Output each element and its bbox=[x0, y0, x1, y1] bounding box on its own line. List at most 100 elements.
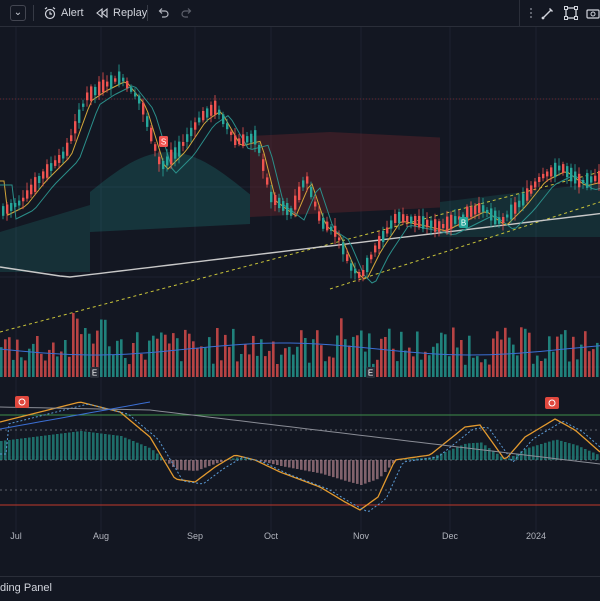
volume-bar bbox=[548, 336, 551, 377]
volume-bar bbox=[436, 343, 439, 377]
histogram-bar bbox=[484, 445, 487, 460]
candle-body bbox=[122, 78, 124, 82]
histogram-bar bbox=[576, 445, 579, 460]
histogram-bar bbox=[348, 460, 351, 482]
volume-bar bbox=[308, 363, 311, 377]
trading-panel-tab[interactable]: ding Panel bbox=[0, 582, 52, 594]
histogram-bar bbox=[472, 443, 475, 460]
histogram-bar bbox=[24, 438, 27, 460]
volume-bar bbox=[316, 330, 319, 377]
volume-bar bbox=[288, 347, 291, 377]
volume-bar bbox=[268, 351, 271, 377]
candle-body bbox=[510, 205, 512, 220]
alert-button[interactable]: Alert bbox=[43, 4, 84, 22]
candle-body bbox=[126, 81, 128, 88]
volume-bar bbox=[340, 318, 343, 377]
histogram-bar bbox=[120, 436, 123, 460]
volume-bar bbox=[56, 356, 59, 377]
volume-bar bbox=[240, 354, 243, 377]
candle-body bbox=[130, 87, 132, 92]
candle-body bbox=[454, 216, 456, 224]
draw-tool-button[interactable] bbox=[540, 4, 556, 22]
volume-bar bbox=[60, 352, 63, 378]
histogram-bar bbox=[536, 445, 539, 460]
histogram-bar bbox=[28, 438, 31, 461]
volume-bar bbox=[192, 341, 195, 377]
histogram-bar bbox=[324, 460, 327, 475]
candle-body bbox=[218, 110, 220, 115]
candle-body bbox=[210, 105, 212, 116]
volume-bar bbox=[16, 340, 19, 377]
x-tick-label: Jul bbox=[10, 531, 22, 541]
undo-button[interactable] bbox=[156, 4, 170, 22]
candle-body bbox=[438, 221, 440, 232]
redo-button[interactable] bbox=[180, 4, 194, 22]
histogram-bar bbox=[496, 454, 499, 460]
volume-bar bbox=[484, 359, 487, 377]
histogram-bar bbox=[588, 451, 591, 460]
volume-bar bbox=[148, 341, 151, 377]
chevron-dropdown-button[interactable]: ⌄ bbox=[10, 5, 26, 21]
redo-icon bbox=[180, 6, 194, 20]
histogram-bar bbox=[540, 444, 543, 460]
histogram-bar bbox=[56, 434, 59, 460]
more-tools-button[interactable] bbox=[528, 4, 534, 22]
candle-body bbox=[26, 190, 28, 198]
candle-body bbox=[242, 134, 244, 146]
volume-bar bbox=[176, 338, 179, 377]
histogram-bar bbox=[196, 460, 199, 471]
volume-bar bbox=[4, 339, 7, 377]
candle-body bbox=[530, 185, 532, 193]
volume-bar bbox=[356, 335, 359, 377]
candle-body bbox=[374, 246, 376, 253]
oscillator-alert-icon bbox=[545, 397, 559, 409]
volume-bar bbox=[8, 337, 11, 377]
volume-bar bbox=[536, 356, 539, 377]
volume-bar bbox=[84, 328, 87, 377]
camera-button[interactable] bbox=[586, 4, 600, 22]
histogram-bar bbox=[312, 460, 315, 472]
volume-bar bbox=[480, 362, 483, 377]
candle-body bbox=[538, 177, 540, 182]
volume-bar bbox=[216, 328, 219, 377]
sell-signal-marker-label: S bbox=[161, 138, 166, 147]
candle-body bbox=[50, 163, 52, 171]
histogram-bar bbox=[0, 441, 3, 460]
x-tick-label: Aug bbox=[93, 531, 109, 541]
candle-body bbox=[442, 224, 444, 228]
candle-body bbox=[482, 205, 484, 212]
candle-body bbox=[310, 187, 312, 197]
candle-body bbox=[570, 168, 572, 182]
histogram-bar bbox=[532, 446, 535, 460]
volume-bars bbox=[0, 313, 600, 377]
candle-body bbox=[150, 128, 152, 142]
candle-body bbox=[350, 263, 352, 270]
histogram-bar bbox=[584, 449, 587, 460]
fullscreen-button[interactable] bbox=[563, 4, 579, 22]
candle-body bbox=[478, 203, 480, 213]
histogram-bar bbox=[480, 443, 483, 461]
volume-bar bbox=[28, 349, 31, 377]
histogram-bar bbox=[476, 443, 479, 460]
candle-body bbox=[230, 132, 232, 135]
candle-body bbox=[322, 218, 324, 229]
histogram-bar bbox=[352, 460, 355, 483]
bottom-panel-bar[interactable]: ding Panel bbox=[0, 576, 600, 601]
replay-button[interactable]: Replay bbox=[95, 4, 147, 22]
histogram-bar bbox=[304, 460, 307, 471]
volume-bar bbox=[248, 354, 251, 377]
candle-body bbox=[214, 101, 216, 115]
volume-bar bbox=[120, 339, 123, 377]
histogram-bar bbox=[232, 458, 235, 460]
histogram-bar bbox=[88, 432, 91, 460]
candle-body bbox=[2, 206, 4, 216]
candle-body bbox=[54, 160, 56, 166]
histogram-bar bbox=[272, 460, 275, 464]
candle-body bbox=[594, 176, 596, 182]
histogram-bar bbox=[200, 460, 203, 469]
histogram-bar bbox=[20, 439, 23, 461]
volume-bar bbox=[212, 364, 215, 377]
candle-body bbox=[142, 103, 144, 115]
